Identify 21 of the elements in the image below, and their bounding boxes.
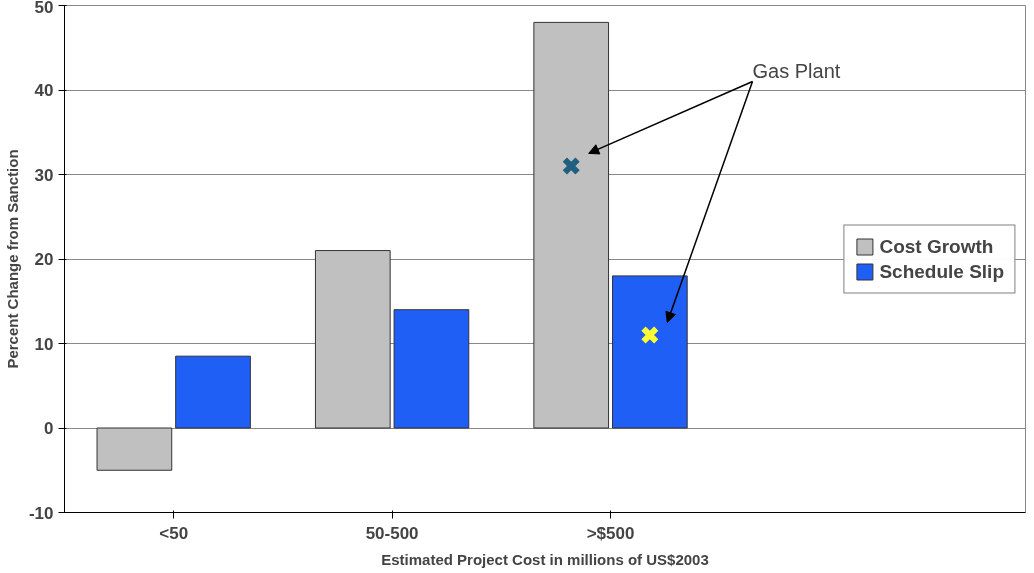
x-tick-label: 50-500: [365, 523, 419, 543]
x-tick-label: >$500: [586, 523, 635, 543]
bar: [533, 21, 610, 429]
y-tick-label: 30: [34, 165, 54, 185]
x-tick-label: <50: [159, 523, 189, 543]
y-tick-label: 40: [34, 81, 54, 100]
legend-label: Schedule Slip: [879, 260, 1004, 282]
bar: [175, 355, 251, 429]
bar: [96, 427, 173, 471]
bar: [314, 250, 391, 429]
y-tick-label: -10: [28, 503, 54, 523]
x-axis-title: Estimated Project Cost in millions of US$2003: [381, 550, 709, 568]
y-tick-label: 20: [34, 250, 54, 269]
y-tick-label: 50: [34, 0, 54, 17]
y-tick-label: 0: [44, 419, 54, 438]
y-tick-label: 10: [34, 334, 54, 354]
bar: [393, 309, 470, 429]
y-axis-title: Percent Change from Sanction: [3, 149, 21, 369]
text: Gas Plant: [752, 59, 841, 82]
bar: [611, 275, 688, 429]
legend-label: Cost Growth: [879, 235, 994, 257]
